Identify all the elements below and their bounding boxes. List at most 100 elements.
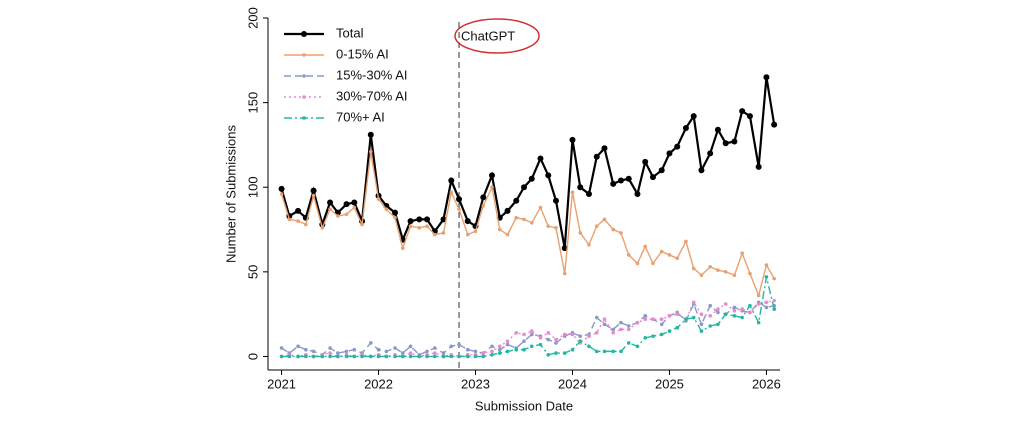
point [352, 354, 357, 359]
point [424, 216, 431, 223]
point [643, 314, 648, 318]
point [497, 227, 502, 232]
point [425, 224, 429, 228]
point [756, 302, 761, 306]
point [570, 190, 575, 195]
point [513, 197, 520, 204]
point [352, 347, 357, 352]
point [691, 300, 696, 305]
point [505, 349, 510, 354]
point [740, 251, 744, 256]
point [393, 354, 397, 359]
point [619, 327, 623, 332]
point [408, 224, 413, 228]
point [522, 339, 526, 344]
point [432, 354, 437, 359]
point [723, 270, 728, 274]
point [529, 329, 534, 333]
point [310, 187, 317, 194]
point [617, 177, 624, 184]
point [602, 322, 607, 327]
point [764, 300, 769, 305]
point [698, 167, 705, 174]
point [295, 207, 302, 214]
point [393, 346, 397, 350]
point [626, 324, 631, 328]
point [602, 349, 607, 354]
point [546, 224, 551, 228]
point [553, 197, 559, 204]
point [360, 222, 364, 227]
point [619, 231, 623, 235]
point [360, 354, 364, 359]
point [296, 344, 300, 349]
legend-marker [302, 116, 306, 120]
point [690, 113, 697, 120]
point [328, 351, 332, 355]
annotation-circle [454, 18, 540, 54]
point [602, 217, 607, 222]
point [367, 131, 374, 138]
point [441, 231, 446, 235]
point [521, 184, 527, 191]
point [723, 302, 728, 306]
point [400, 354, 405, 359]
point [602, 317, 607, 322]
point [416, 216, 423, 223]
point [538, 342, 543, 347]
point [732, 273, 737, 278]
point [585, 191, 592, 197]
point [642, 158, 649, 165]
point [311, 349, 316, 354]
legend-label: 70%+ AI [336, 109, 385, 124]
point [619, 349, 623, 354]
point [667, 253, 672, 257]
point [522, 332, 526, 337]
point [594, 315, 599, 320]
point [722, 140, 729, 147]
point [587, 242, 591, 247]
point [465, 354, 470, 359]
y-tick-label: 200 [245, 7, 260, 29]
point [748, 303, 752, 308]
point [328, 207, 332, 212]
point [417, 226, 422, 230]
point [465, 347, 470, 352]
point [578, 339, 583, 344]
point [376, 354, 381, 359]
point [691, 315, 696, 320]
point [497, 344, 502, 349]
point [311, 354, 316, 359]
point [392, 209, 399, 216]
point [610, 180, 617, 187]
point [771, 121, 778, 128]
point [651, 334, 655, 338]
point [635, 320, 640, 325]
point [407, 218, 414, 225]
point [336, 351, 340, 355]
y-tick-label: 150 [245, 92, 260, 114]
point [320, 354, 325, 359]
point [440, 216, 447, 223]
point [626, 253, 631, 257]
legend-label: Total [336, 25, 364, 40]
point [304, 222, 308, 227]
point [731, 138, 738, 145]
point [448, 177, 455, 184]
y-tick-label: 50 [245, 265, 260, 279]
point [311, 193, 316, 198]
point [279, 192, 284, 196]
point [554, 341, 558, 345]
point [756, 320, 761, 325]
point [546, 352, 551, 357]
point [593, 153, 600, 160]
point [537, 155, 544, 162]
point [756, 293, 761, 298]
y-tick-label: 0 [245, 353, 260, 360]
point [352, 205, 357, 210]
point [279, 354, 284, 359]
point [328, 346, 332, 350]
point [304, 347, 308, 352]
point [457, 207, 461, 212]
